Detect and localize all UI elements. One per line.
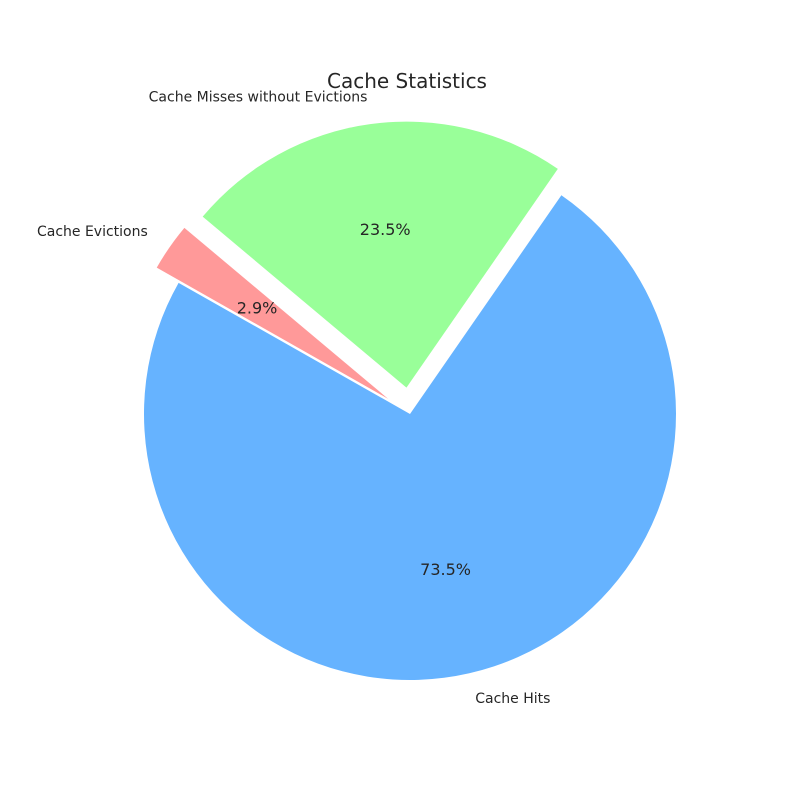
pie-slice-cache-misses-without-evictions (202, 121, 558, 388)
slice-percent-label: 73.5% (420, 560, 471, 579)
slice-percent-label: 23.5% (360, 220, 411, 239)
slice-percent-label: 2.9% (237, 298, 278, 317)
slice-category-label: Cache Hits (475, 691, 550, 707)
chart-title: Cache Statistics (327, 69, 487, 93)
pie-slice-cache-evictions (156, 227, 389, 399)
pie-labels: Cache Evictions 2.9% Cache Hits 73.5% Cache … (37, 90, 550, 708)
slice-category-label: Cache Evictions (37, 224, 148, 240)
slice-category-label: Cache Misses without Evictions (149, 90, 368, 106)
pie-slices (144, 121, 676, 680)
pie-slice-cache-hits (144, 195, 676, 680)
